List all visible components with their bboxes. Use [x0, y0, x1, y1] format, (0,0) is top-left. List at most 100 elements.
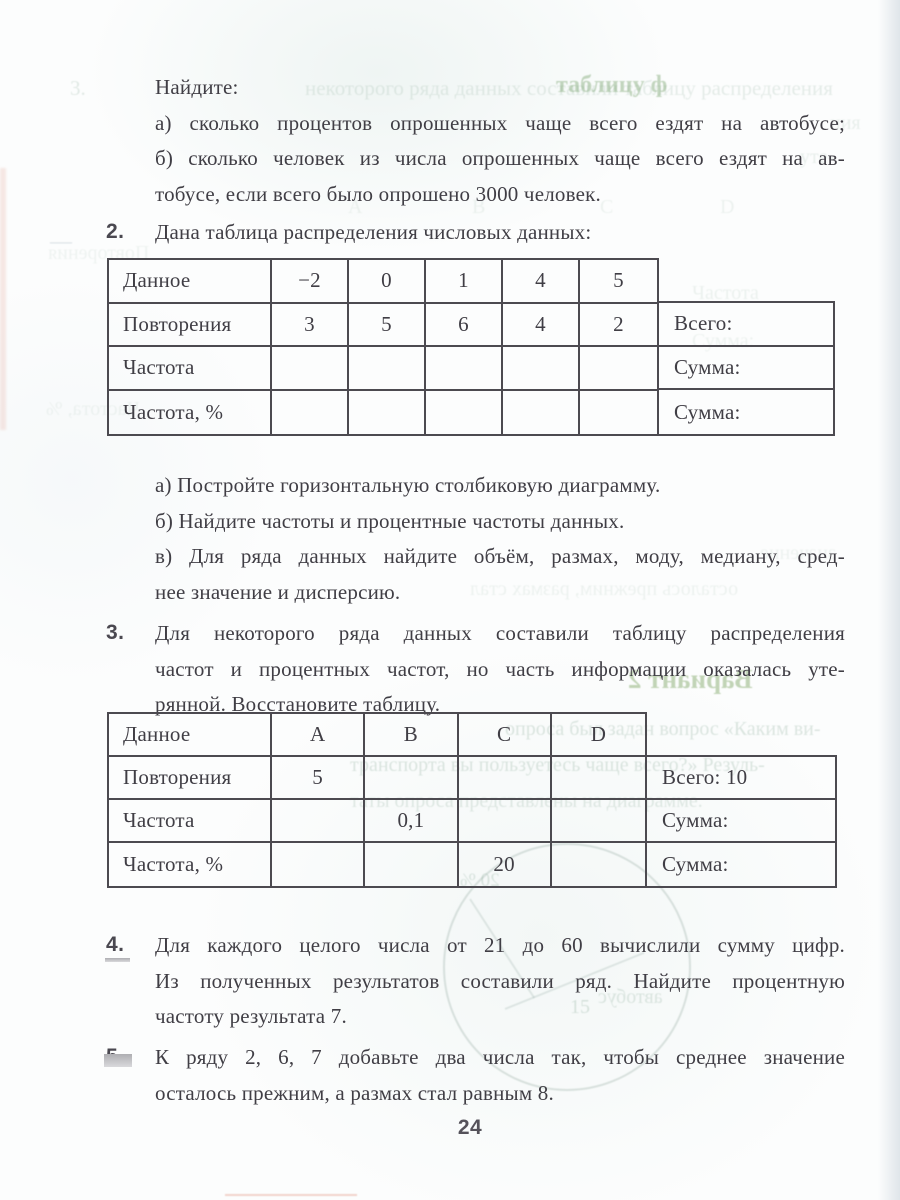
- problem-4-line1: Для каждого целого числа от 21 до 60 выч…: [155, 933, 845, 957]
- value-cell: A: [272, 714, 366, 757]
- value-cell: [365, 843, 459, 886]
- bleed-through-text: A: [348, 196, 363, 218]
- value-cell: 6: [426, 303, 503, 347]
- value-cell: [349, 347, 426, 391]
- value-cell: [552, 843, 645, 886]
- value-cell: 5: [272, 757, 366, 800]
- problem-4-line3: частоту результата 7.: [155, 1004, 347, 1028]
- value-cell: 0,1: [365, 800, 459, 843]
- bleed-through-text: ния: [830, 112, 861, 134]
- bleed-through-text: таблицу ф: [556, 72, 668, 98]
- value-cell: [503, 347, 580, 391]
- value-cell: 20: [459, 843, 552, 886]
- value-cell: 1: [426, 260, 503, 304]
- distribution-table-2: Данное A B C D Повторения 5 Частота 0,1 Частота, …: [107, 712, 647, 888]
- value-cell: D: [551, 714, 645, 757]
- value-cell: [458, 800, 552, 843]
- problem-1-tail: Найдите: а) сколько процентов опрошенных…: [155, 70, 845, 212]
- value-cell: 5: [349, 303, 426, 347]
- problem-2-item-v-line1: в) Для ряда данных найдите объём, размах…: [155, 544, 845, 568]
- problem-3-statement: Для некоторого ряда данных составили таб…: [155, 616, 845, 723]
- value-cell: [503, 390, 580, 434]
- row-label-cell: Частота: [109, 800, 272, 843]
- value-cell: 0: [349, 260, 426, 304]
- problem-5-line1: К ряду 2, 6, 7 добавьте два числа так, ч…: [155, 1045, 845, 1069]
- value-cell: [272, 390, 349, 434]
- value-cell: [458, 757, 552, 800]
- problem-5-line2: осталось прежним, а размах стал равным 8…: [155, 1080, 554, 1105]
- value-cell: 4: [503, 260, 580, 304]
- bleed-through-text: транспорта вы пользуетесь чаще всего?» Р…: [350, 754, 765, 776]
- row-label-cell: Повторения: [109, 303, 272, 347]
- row-label-cell: Частота, %: [109, 843, 272, 886]
- bleed-through-text: B: [472, 196, 486, 218]
- row-label-cell: Частота, %: [109, 390, 272, 434]
- bleed-through-text: 15: [570, 996, 590, 1018]
- distribution-table-1: Данное −2 0 1 4 5 Повторения 3 5 6 4 2 Частота Частот…: [107, 258, 659, 436]
- value-cell: [551, 757, 645, 800]
- difficulty-marker: [104, 1054, 132, 1067]
- value-cell: 4: [503, 303, 580, 347]
- value-cell: 3: [272, 303, 349, 347]
- value-cell: [580, 391, 657, 435]
- problem-5-statement: К ряду 2, 6, 7 добавьте два числа так, ч…: [155, 1040, 845, 1111]
- problem-2-item-v-line2: нее значение и дисперсию.: [155, 579, 401, 604]
- value-cell: [551, 800, 645, 843]
- distribution-table-1-totals: Всего: Сумма: Сумма:: [657, 301, 835, 436]
- problem-4-statement: Для каждого целого числа от 21 до 60 выч…: [155, 928, 845, 1035]
- bleed-through-text: D: [720, 196, 735, 218]
- row-label-cell: Данное: [109, 260, 272, 304]
- summary-cell: Сумма:: [647, 800, 835, 843]
- item-b-text-line1: б) сколько человек из числа опрошенных ч…: [155, 146, 845, 170]
- value-cell: [272, 347, 349, 391]
- summary-cell: Всего: 10: [647, 757, 835, 800]
- bleed-through-text: C: [600, 196, 614, 218]
- problem-2-statement: Дана таблица распределения числовых данн…: [155, 215, 845, 251]
- problem-3-line2: частот и процентных частот, но часть инф…: [155, 656, 845, 681]
- value-cell: [365, 757, 459, 800]
- problem-3-number: 3.: [106, 621, 125, 644]
- distribution-table-2-totals: Всего: 10 Сумма: Сумма:: [645, 755, 837, 888]
- value-cell: [426, 390, 503, 434]
- summary-cell: Сумма:: [662, 852, 729, 876]
- bleed-through-text: 3.: [70, 76, 86, 100]
- page-number: 24: [457, 1116, 483, 1139]
- summary-cell: Всего:: [659, 303, 833, 347]
- value-cell: [272, 800, 366, 843]
- bleed-through-text: некоторого ряда данных составили таблицу…: [305, 76, 833, 100]
- bleed-through-text: таты опроса представлены на диаграмме.: [350, 790, 703, 812]
- scan-stain: [0, 168, 6, 430]
- value-cell: [426, 347, 503, 391]
- summary-cell: Сумма:: [674, 399, 741, 424]
- summary-cell: Сумма:: [659, 347, 833, 391]
- problem-2-text: Дана таблица распределения числовых данн…: [155, 220, 592, 244]
- item-a-text: а) сколько процентов опрошенных чаще все…: [155, 110, 845, 135]
- page-edge-shadow: [878, 0, 900, 1200]
- problem-3-line1: Для некоторого ряда данных составили таб…: [155, 621, 845, 645]
- problem-2-number: 2.: [106, 220, 125, 243]
- difficulty-marker: [105, 958, 130, 962]
- value-cell: [272, 843, 366, 886]
- value-cell: [580, 347, 657, 391]
- problem-2-items: а) Постройте горизонтальную столбиковую …: [155, 468, 845, 610]
- value-cell: C: [458, 714, 552, 757]
- ghost-pie-chart-circle: [443, 843, 691, 1091]
- bleed-through-text: —: [50, 228, 72, 253]
- value-cell: 2: [580, 304, 657, 347]
- row-label-cell: Частота: [109, 347, 272, 391]
- bleed-through-text: Частота: [692, 282, 759, 304]
- problem-4-number: 4.: [106, 933, 125, 956]
- problem-4-line2: Из полученных результатов составили ряд.…: [155, 968, 845, 993]
- value-cell: B: [365, 714, 459, 757]
- value-cell: −2: [272, 260, 349, 304]
- value-cell: [349, 390, 426, 434]
- problem-2-item-b: б) Найдите частоты и процентные частоты …: [155, 508, 625, 533]
- bleed-through-text: уте-: [800, 146, 835, 168]
- problem-2-item-a: а) Постройте горизонтальную столбиковую …: [155, 473, 661, 497]
- row-label-cell: Повторения: [109, 757, 272, 800]
- bleed-through-text: опроса был задан вопрос «Каким ви-: [505, 718, 821, 740]
- scan-stain: [225, 1194, 357, 1196]
- value-cell: 5: [580, 260, 657, 304]
- item-b-text-line2: тобусе, если всего было опрошено 3000 че…: [155, 181, 601, 206]
